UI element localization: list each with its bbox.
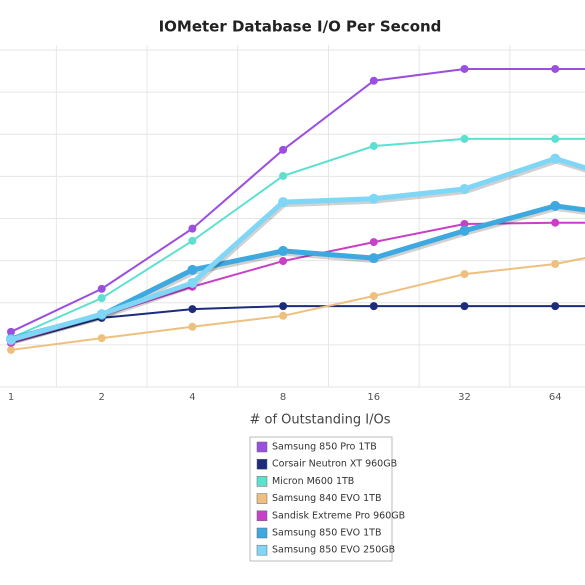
point <box>7 327 15 336</box>
x-tick-label: 16 <box>367 392 380 403</box>
point <box>460 219 469 228</box>
point <box>97 284 106 293</box>
chart-title: IOMeter Database I/O Per Second <box>159 18 442 36</box>
legend-swatch <box>256 476 268 487</box>
x-tick-label: 4 <box>189 392 195 403</box>
x-axis-title: # of Outstanding I/Os <box>249 413 390 428</box>
point <box>279 171 288 180</box>
point <box>6 334 16 345</box>
point <box>551 218 560 227</box>
point <box>97 294 106 303</box>
point <box>369 76 378 85</box>
series-line <box>10 137 585 340</box>
point <box>551 134 560 143</box>
point <box>550 200 561 211</box>
legend-swatch <box>256 527 268 539</box>
point <box>279 302 288 311</box>
point <box>278 245 289 256</box>
point <box>279 145 288 154</box>
point <box>551 259 560 268</box>
point <box>460 270 469 279</box>
point <box>96 309 107 320</box>
point <box>97 334 106 343</box>
point <box>550 153 561 164</box>
point <box>188 236 197 245</box>
point <box>188 322 197 331</box>
point <box>369 292 378 301</box>
point <box>187 277 198 288</box>
point <box>551 64 560 73</box>
legend-label: Micron M600 1TB <box>272 476 354 487</box>
point <box>187 264 198 275</box>
legend-box <box>249 436 393 562</box>
legend-swatch <box>256 510 268 522</box>
legend-label: Corsair Neutron XT 960GB <box>272 459 397 470</box>
point <box>279 311 288 320</box>
series-line <box>10 67 585 333</box>
x-tick-label: 32 <box>458 392 471 403</box>
legend-label: Samsung 850 EVO 1TB <box>272 528 382 539</box>
series-line <box>10 156 585 343</box>
point <box>459 225 470 236</box>
point <box>279 257 288 266</box>
x-tick-label: 8 <box>280 392 286 403</box>
x-tick-label: 1 <box>8 392 14 403</box>
legend-label: Samsung 850 Pro 1TB <box>272 442 377 453</box>
point <box>460 64 469 73</box>
point <box>369 238 378 247</box>
point <box>369 302 378 311</box>
point <box>459 184 470 195</box>
legend-swatch <box>256 544 268 556</box>
point <box>369 142 378 151</box>
legend-label: Sandisk Extreme Pro 960GB <box>272 510 405 521</box>
point <box>188 224 197 233</box>
point <box>188 305 197 314</box>
legend-label: Samsung 840 EVO 1TB <box>272 493 382 504</box>
point <box>7 345 15 354</box>
legend-swatch <box>256 458 268 470</box>
line-shadow <box>11 204 585 344</box>
legend-label: Samsung 850 EVO 250GB <box>272 545 395 556</box>
x-tick-label: 2 <box>99 392 105 403</box>
series-line <box>10 257 585 351</box>
point <box>368 193 379 204</box>
legend-swatch <box>256 441 268 453</box>
point <box>278 197 289 208</box>
point <box>551 302 560 311</box>
x-tick-label: 64 <box>549 392 562 403</box>
series-line <box>10 221 585 344</box>
point <box>368 253 379 264</box>
point <box>460 302 469 311</box>
point <box>460 134 469 143</box>
legend-swatch <box>256 493 268 504</box>
